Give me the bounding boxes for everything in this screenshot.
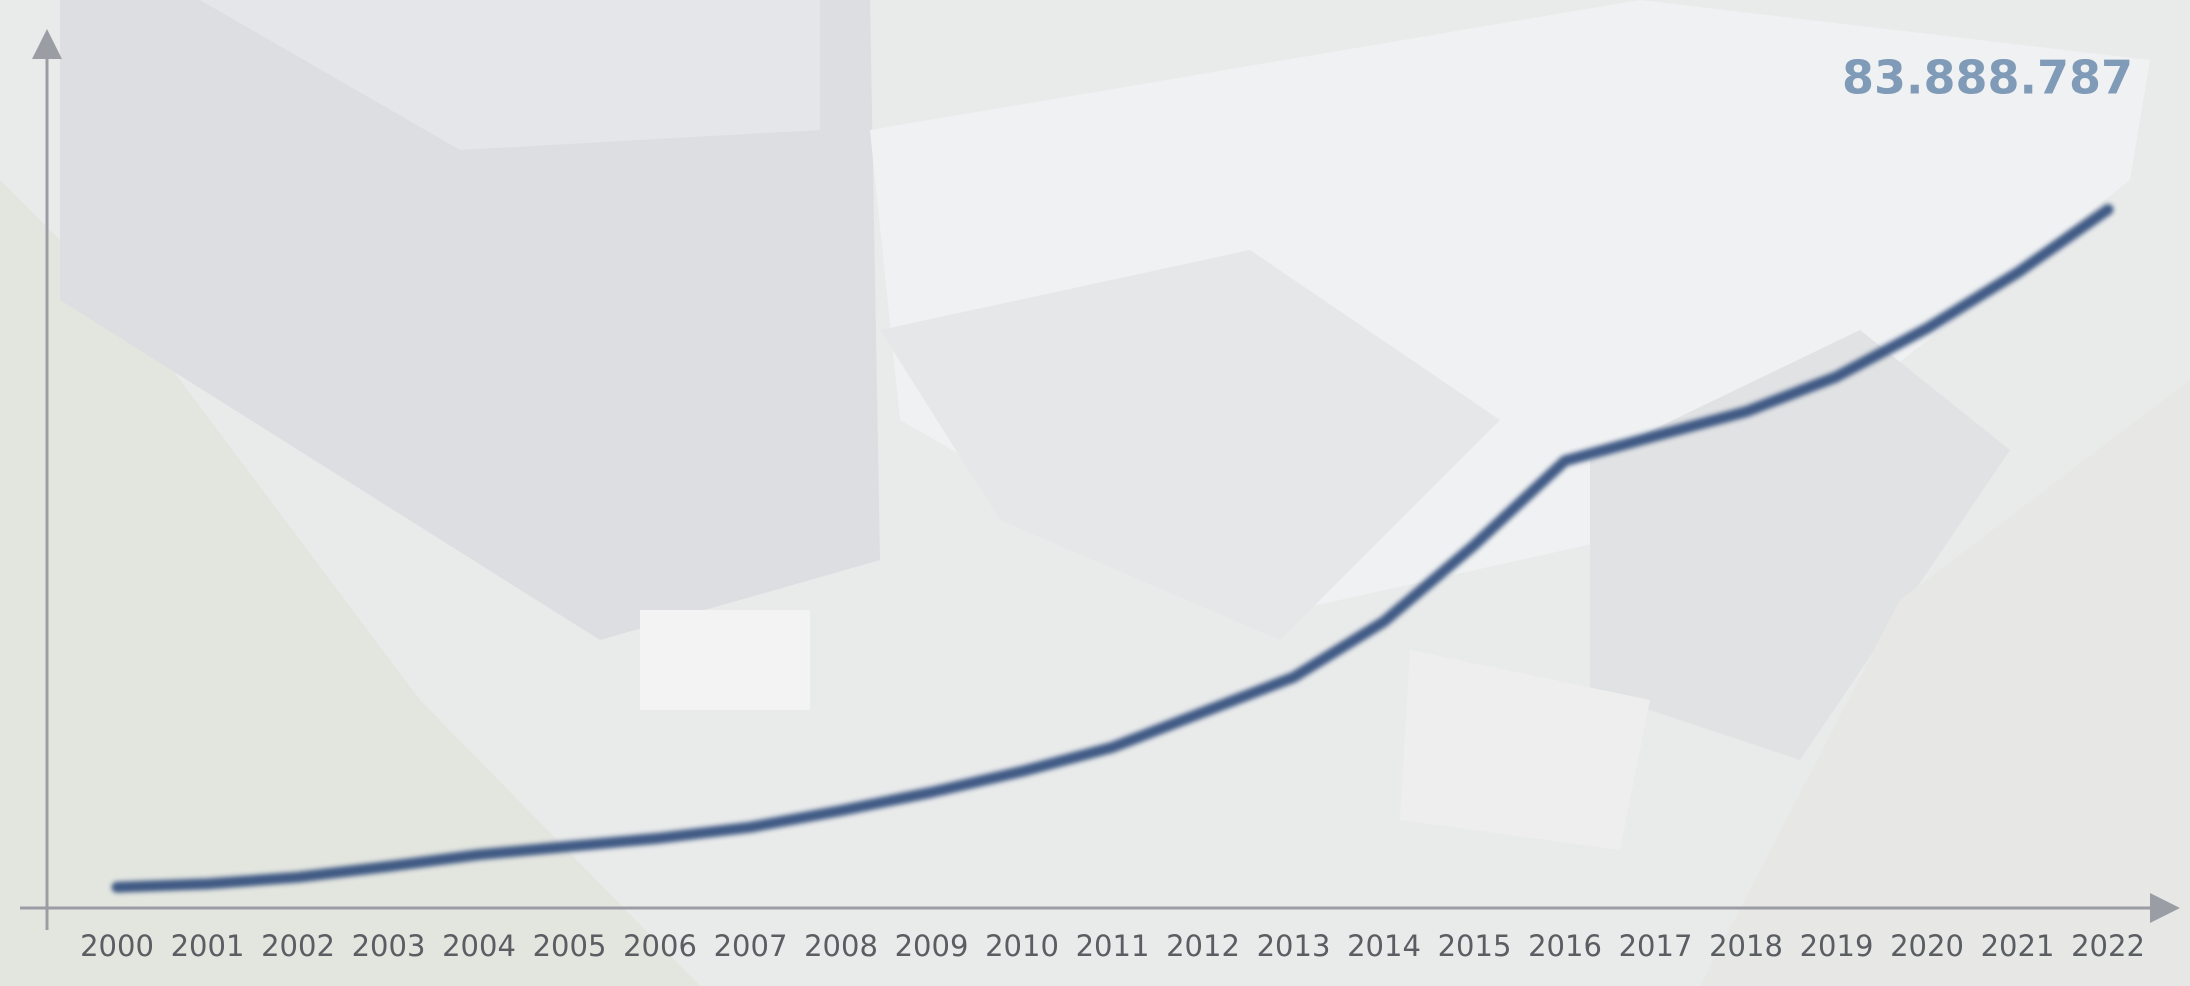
x-tick-label: 2007 <box>714 929 788 963</box>
chart: 2000 2001 2002 2003 2004 2005 2006 2007 2008 2009… <box>0 0 2190 986</box>
x-tick-label: 2003 <box>352 929 426 963</box>
value-label: 83.888.787 <box>1842 51 2133 105</box>
x-tick-label: 2009 <box>895 929 969 963</box>
x-tick-label: 2020 <box>1890 929 1964 963</box>
x-tick-label: 2006 <box>623 929 697 963</box>
x-tick-label: 2019 <box>1800 929 1874 963</box>
page: {"chart_data": {"type": "line", "categor… <box>0 0 2190 986</box>
x-tick-label: 2008 <box>804 929 878 963</box>
x-tick-label: 2012 <box>1166 929 1240 963</box>
x-tick-label: 2014 <box>1347 929 1421 963</box>
x-tick-label: 2001 <box>171 929 245 963</box>
x-tick-label: 2022 <box>2071 929 2145 963</box>
x-tick-label: 2010 <box>985 929 1059 963</box>
x-tick-label: 2002 <box>261 929 335 963</box>
x-tick-label: 2013 <box>1257 929 1331 963</box>
x-tick-label: 2021 <box>1981 929 2055 963</box>
background <box>0 0 2190 986</box>
x-tick-label: 2017 <box>1619 929 1693 963</box>
x-tick-label: 2011 <box>1076 929 1150 963</box>
x-tick-label: 2016 <box>1528 929 1602 963</box>
x-tick-label: 2000 <box>80 929 154 963</box>
x-tick-label: 2015 <box>1438 929 1512 963</box>
x-tick-label: 2018 <box>1709 929 1783 963</box>
x-tick-label: 2005 <box>533 929 607 963</box>
x-tick-label: 2004 <box>442 929 516 963</box>
